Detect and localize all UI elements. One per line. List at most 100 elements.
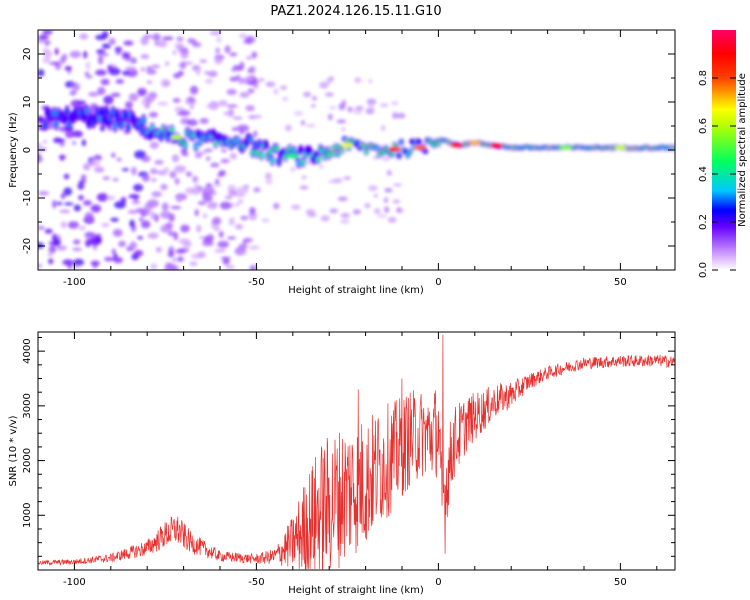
spectrogram-noise [253, 187, 261, 193]
spectrogram-ridge [250, 150, 255, 156]
spectrogram-noise [311, 104, 316, 108]
spectrogram-noise [100, 78, 110, 86]
spectrogram-noise [133, 249, 144, 257]
spectrogram-noise [106, 196, 116, 201]
spectrogram-noise [355, 105, 364, 111]
spectrogram-noise [387, 216, 397, 223]
spectrogram-noise [227, 236, 237, 240]
spectrogram-ridge [84, 108, 89, 115]
spectrogram-noise [247, 88, 255, 94]
spectrogram-noise [329, 208, 339, 214]
spectrogram-noise [201, 241, 214, 247]
spectrogram-noise [231, 67, 237, 72]
spectrogram-noise [240, 215, 249, 221]
spectrogram-ridge [248, 136, 253, 142]
spectrogram-noise [185, 171, 192, 177]
spectrogram-noise [220, 158, 230, 164]
spectrogram-noise [174, 42, 185, 51]
spectrogram-noise [140, 36, 149, 46]
spectrogram-noise [347, 106, 353, 113]
spectrogram-noise [206, 156, 211, 161]
spectrogram-noise [114, 201, 126, 209]
bottom-ytick-label: 2000 [22, 448, 33, 473]
spectrogram-noise [227, 188, 232, 197]
spectrogram-ridge [331, 152, 336, 156]
spectrogram-ridge [119, 121, 124, 128]
spectrogram-noise [307, 213, 317, 218]
spectrogram-ridge [182, 142, 188, 148]
spectrogram-ridge [254, 150, 260, 156]
spectrogram-ridge [399, 140, 404, 144]
spectrogram-noise [176, 256, 184, 262]
spectrogram-noise [386, 171, 393, 176]
spectrogram-noise [206, 104, 215, 109]
spectrogram-noise [248, 66, 256, 74]
spectrogram-noise [96, 49, 106, 55]
top-xtick-label: -50 [248, 277, 264, 288]
spectrogram-noise [157, 101, 169, 106]
spectrogram-noise [300, 120, 306, 126]
spectrogram-noise [63, 202, 74, 206]
spectrogram-noise [242, 238, 248, 245]
colorbar-tick-label: 0.6 [698, 118, 709, 134]
spectrogram-hotspot [468, 140, 481, 145]
spectrogram-noise [123, 40, 134, 46]
bottom-xtick-label: 50 [614, 577, 627, 588]
spectrogram-noise [130, 166, 137, 176]
spectrogram-noise [167, 231, 178, 237]
spectrogram-noise [38, 225, 45, 230]
spectrogram-noise [185, 187, 196, 195]
snr-panel: -100 -50 0 50 1000 2000 3000 4000 Height of st… [8, 331, 676, 596]
spectrogram-noise [71, 140, 77, 145]
spectrogram-noise [202, 213, 208, 219]
spectrogram-noise [115, 51, 122, 55]
spectrogram-noise [379, 103, 389, 107]
spectrogram-noise [38, 155, 43, 163]
spectrogram-noise [239, 61, 245, 71]
spectrogram-noise [146, 69, 157, 75]
spectrogram-noise [174, 178, 180, 185]
spectrogram-ridge [355, 140, 360, 145]
spectrogram-noise [205, 183, 213, 187]
spectrogram-noise [189, 105, 194, 109]
spectrogram-noise [364, 202, 371, 209]
spectrogram-hotspot [450, 143, 463, 148]
spectrogram-noise [141, 98, 147, 106]
spectrogram-noise [152, 33, 161, 42]
spectrogram-noise [93, 154, 103, 161]
spectrogram-noise [207, 70, 218, 78]
spectrogram-noise [172, 264, 179, 270]
spectrogram-noise [134, 150, 146, 159]
spectrogram-noise [99, 124, 106, 132]
spectrogram-noise [43, 139, 48, 144]
spectrogram-noise [118, 240, 126, 248]
spectrogram-noise [48, 61, 60, 65]
snr-frame [37, 331, 676, 571]
spectrogram-noise [64, 65, 72, 72]
spectrogram-hotspot [388, 147, 401, 152]
spectrogram-ridge [416, 140, 421, 144]
spectrogram-noise [249, 265, 257, 270]
spectrogram-noise [154, 159, 164, 165]
spectrogram-noise [340, 219, 350, 224]
spectrogram-noise [102, 176, 110, 180]
spectrogram-noise [130, 200, 141, 205]
spectrogram-noise [176, 36, 184, 42]
spectrogram-noise [176, 197, 182, 203]
colorbar-tick-label: 0.8 [698, 70, 709, 86]
spectrogram-noise [265, 178, 274, 185]
spectrogram-noise [72, 247, 83, 252]
spectrogram-noise [340, 127, 346, 132]
spectrogram-noise [189, 85, 199, 95]
spectrogram-noise [163, 81, 171, 86]
spectrogram-noise [112, 177, 119, 182]
spectrogram-noise [129, 219, 135, 228]
spectrogram-noise [101, 30, 109, 39]
spectrogram-noise [38, 143, 43, 147]
spectrogram-noise [338, 103, 346, 111]
spectrogram-noise [73, 204, 81, 212]
spectrogram-noise [176, 111, 186, 116]
spectrogram-noise [164, 263, 176, 270]
spectrogram-noise [174, 165, 187, 173]
spectrogram-ridge [409, 140, 415, 144]
